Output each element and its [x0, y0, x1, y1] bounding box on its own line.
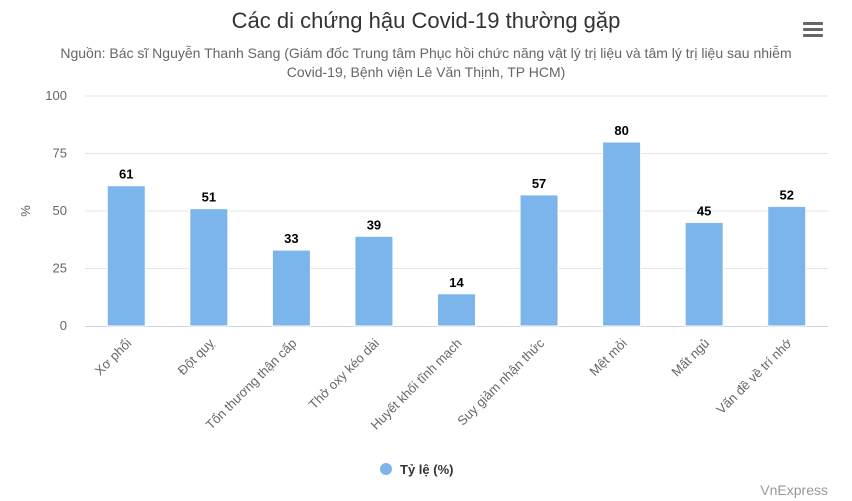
chart-subtitle: Nguồn: Bác sĩ Nguyễn Thanh Sang (Giám đố… [60, 45, 792, 80]
y-tick-label: 75 [53, 146, 67, 161]
data-label: 80 [614, 123, 628, 138]
bar [437, 293, 476, 327]
bar [106, 185, 146, 327]
bar [189, 208, 229, 327]
chart-credit[interactable]: VnExpress [760, 482, 828, 498]
data-label: 33 [284, 231, 298, 246]
bar [354, 235, 394, 327]
bar [684, 222, 724, 327]
x-tick-label: Tổn thương thận cấp [203, 336, 300, 433]
chart-title: Các di chứng hậu Covid-19 thường gặp [231, 8, 621, 33]
x-tick-label: Suy giảm nhận thức [454, 335, 547, 428]
y-tick-label: 0 [60, 318, 67, 333]
data-label: 45 [697, 204, 711, 219]
legend-item-label[interactable]: Tỷ lệ (%) [400, 462, 453, 477]
y-tick-label: 100 [45, 88, 67, 103]
bar [602, 141, 642, 327]
legend-marker[interactable] [380, 463, 392, 475]
y-tick-label: 50 [53, 203, 67, 218]
x-tick-label: Mất ngủ [668, 336, 712, 380]
bar [767, 205, 807, 327]
x-tick-label: Vấn đề về trí nhớ [713, 335, 795, 417]
data-label: 39 [367, 217, 381, 232]
data-label: 61 [119, 167, 133, 182]
data-label: 51 [202, 190, 216, 205]
data-label: 57 [532, 176, 546, 191]
data-label: 52 [779, 187, 793, 202]
x-tick-label: Xơ phổi [92, 335, 135, 378]
x-tick-label: Thở oxy kéo dài [306, 335, 382, 411]
x-tick-label: Đột quỵ [175, 335, 218, 378]
y-tick-label: 25 [53, 261, 67, 276]
x-tick-label: Huyết khối tĩnh mạch [368, 336, 465, 433]
bar [519, 194, 559, 327]
x-tick-label: Mệt mỏi [586, 335, 629, 378]
hamburger-menu-icon[interactable] [800, 18, 826, 42]
y-axis-title: % [18, 205, 33, 217]
bar [271, 249, 311, 327]
data-label: 14 [449, 275, 464, 290]
